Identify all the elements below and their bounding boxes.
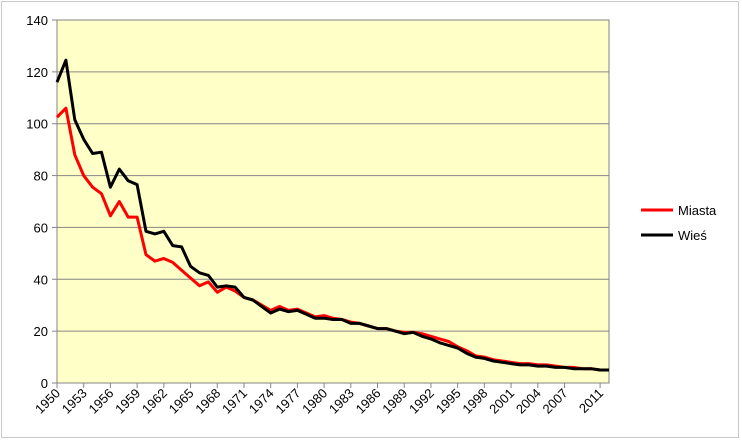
- x-tick-label: 1983: [326, 386, 357, 417]
- legend: Miasta Wieś: [641, 203, 717, 243]
- x-tick-label: 1956: [85, 386, 116, 417]
- legend-label: Miasta: [678, 203, 717, 218]
- x-tick-label: 1971: [219, 386, 250, 417]
- y-tick-label: 100: [26, 117, 48, 132]
- x-tick-label: 1968: [192, 386, 223, 417]
- x-tick-label: 2011: [576, 386, 606, 416]
- x-tick-label: 1992: [406, 386, 437, 417]
- x-tick-label: 2007: [540, 386, 571, 417]
- x-tick-label: 1974: [246, 386, 277, 417]
- y-tick-label: 140: [26, 13, 48, 28]
- x-tick-label: 2001: [486, 386, 517, 417]
- x-tick-label: 1989: [379, 386, 410, 417]
- x-tick-label: 1953: [59, 386, 90, 417]
- x-tick-label: 1965: [166, 386, 197, 417]
- x-tick-labels: 1950195319561959196219651968197119741977…: [32, 386, 606, 417]
- series-line-wieś: [55, 58, 609, 372]
- y-tick-label: 0: [41, 376, 48, 391]
- x-tick-label: 1977: [272, 386, 303, 417]
- x-tick-label: 1986: [353, 386, 384, 417]
- x-tick-label: 1962: [139, 386, 170, 417]
- x-tick-label: 1980: [299, 386, 330, 417]
- x-tick-label: 1950: [32, 386, 63, 417]
- x-tick-label: 2004: [513, 386, 544, 417]
- y-tick-label: 120: [26, 65, 48, 80]
- y-tick-label: 20: [34, 324, 48, 339]
- gridlines: [57, 19, 609, 332]
- series-lines: [55, 58, 609, 372]
- legend-label: Wieś: [678, 228, 707, 243]
- x-tick-label: 1998: [459, 386, 490, 417]
- plot-area: [56, 19, 610, 384]
- y-tick-labels: 0 20 40 60 80 100 120 140: [26, 13, 48, 391]
- y-tick-label: 60: [34, 220, 48, 235]
- x-tick-label: 1995: [433, 386, 464, 417]
- y-tick-label: 40: [34, 272, 48, 287]
- y-tick-label: 80: [34, 169, 48, 184]
- x-tick-label: 1959: [112, 386, 143, 417]
